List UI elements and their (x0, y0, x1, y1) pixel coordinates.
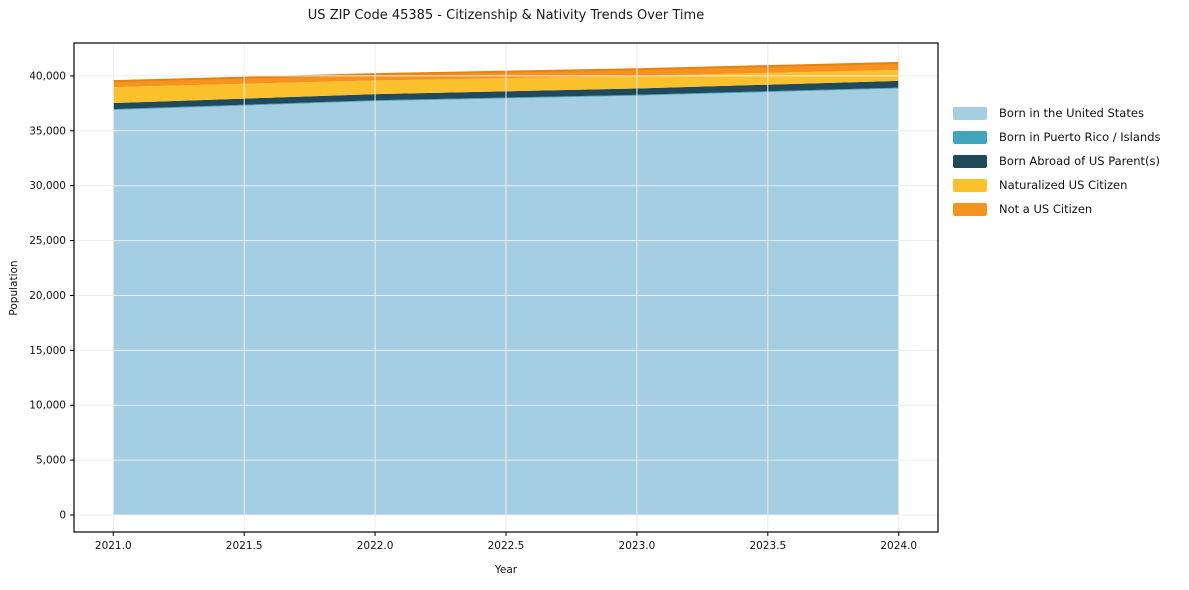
legend-item: Born Abroad of US Parent(s) (953, 149, 1161, 173)
legend-swatch (953, 154, 987, 168)
x-tick-label: 2023.5 (749, 540, 786, 552)
x-tick-label: 2021.0 (95, 540, 132, 552)
x-tick-label: 2022.0 (357, 540, 394, 552)
x-tick-label: 2024.0 (880, 540, 917, 552)
x-tick-label: 2022.5 (488, 540, 525, 552)
legend-swatch (953, 178, 987, 192)
y-tick-label: 10,000 (29, 400, 66, 412)
y-tick-label: 35,000 (29, 125, 66, 137)
area-series-1 (113, 87, 899, 110)
legend-item: Born in Puerto Rico / Islands (953, 125, 1161, 149)
legend-label: Born Abroad of US Parent(s) (999, 154, 1160, 168)
x-tick-label: 2021.5 (226, 540, 263, 552)
legend-swatch (953, 202, 987, 216)
y-tick-label: 5,000 (36, 455, 66, 467)
legend-label: Not a US Citizen (999, 202, 1093, 216)
legend-swatch (953, 130, 987, 144)
legend-item: Naturalized US Citizen (953, 173, 1161, 197)
y-tick-label: 30,000 (29, 180, 66, 192)
y-axis-label: Population (8, 260, 20, 316)
chart-title: US ZIP Code 45385 - Citizenship & Nativi… (307, 8, 705, 23)
legend-swatch (953, 106, 987, 120)
x-axis-label: Year (494, 564, 518, 576)
legend-label: Born in Puerto Rico / Islands (999, 130, 1161, 144)
legend-item: Born in the United States (953, 101, 1161, 125)
legend-label: Naturalized US Citizen (999, 178, 1128, 192)
y-tick-label: 0 (59, 509, 66, 521)
x-tick-label: 2023.0 (619, 540, 656, 552)
y-tick-label: 25,000 (29, 235, 66, 247)
y-tick-label: 40,000 (29, 70, 66, 82)
legend-label: Born in the United States (999, 106, 1144, 120)
y-tick-label: 20,000 (29, 290, 66, 302)
y-tick-label: 15,000 (29, 345, 66, 357)
legend-item: Not a US Citizen (953, 197, 1161, 221)
legend: Born in the United States Born in Puerto… (953, 101, 1161, 221)
